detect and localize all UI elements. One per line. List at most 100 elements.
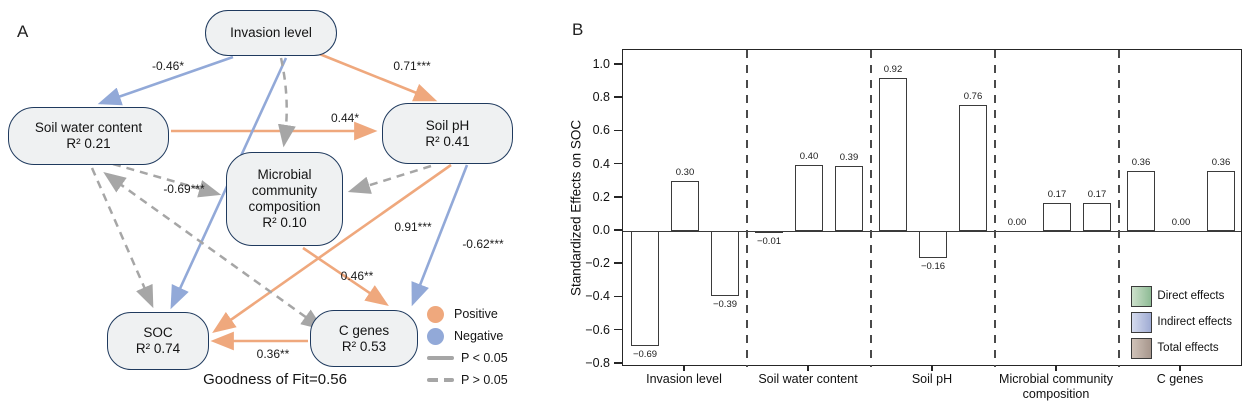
legend-indirect-effects: Indirect effects bbox=[1131, 309, 1232, 335]
legend-total-effects: Total effects bbox=[1131, 335, 1232, 361]
sem-legend-negative: Negative bbox=[427, 325, 557, 347]
indirect-effects-swatch-icon bbox=[1131, 311, 1153, 333]
sem-path-coefficient: 0.44* bbox=[330, 111, 360, 125]
y-tick-label: 0.8 bbox=[592, 90, 610, 105]
sem-legend-label: P < 0.05 bbox=[461, 351, 508, 365]
sem-path-coefficient: 0.71*** bbox=[393, 59, 431, 73]
y-tick-mark bbox=[614, 229, 622, 231]
sem-node-soc: SOC R² 0.74 bbox=[107, 312, 209, 370]
sem-path-coefficient: 0.91*** bbox=[394, 220, 432, 234]
total-effects-swatch-icon bbox=[1131, 337, 1153, 359]
goodness-of-fit: Goodness of Fit=0.56 bbox=[203, 371, 347, 388]
legend-direct-effects: Direct effects bbox=[1131, 283, 1232, 309]
bar-value-label: 0.17 bbox=[1087, 188, 1107, 200]
y-tick-mark bbox=[614, 262, 622, 264]
y-tick-mark bbox=[614, 196, 622, 198]
sem-node-r2: R² 0.41 bbox=[425, 133, 470, 149]
sem-node-invasion-level: Invasion level bbox=[205, 10, 337, 56]
sem-node-soil-ph: Soil pH R² 0.41 bbox=[382, 103, 513, 164]
panel-b-bar-chart: B Standardized Effects on SOC −0.69 −0.01… bbox=[560, 0, 1245, 414]
group-separator bbox=[994, 50, 996, 367]
y-tick-label: −0.2 bbox=[585, 256, 610, 271]
sem-node-r2: R² 0.74 bbox=[135, 341, 181, 356]
sem-arrows-svg bbox=[90, 51, 469, 351]
sem-node-r2: R² 0.21 bbox=[66, 136, 111, 151]
sem-node-label: Microbial community composition bbox=[248, 167, 321, 214]
sem-path-soil-water-content-c-genes-correlation bbox=[103, 172, 324, 330]
x-tick-mark bbox=[1179, 366, 1181, 371]
bar-value-label: −0.39 bbox=[712, 298, 738, 310]
y-tick-mark bbox=[614, 129, 622, 132]
panel-a-label: A bbox=[17, 22, 29, 41]
y-tick-mark bbox=[614, 295, 622, 298]
sem-node-label: SOC bbox=[143, 325, 173, 341]
sem-node-label: C genes bbox=[338, 322, 390, 338]
bar-indirect-effects bbox=[919, 231, 947, 258]
bar-direct-effects bbox=[1127, 171, 1155, 231]
sem-path-invasion-to-soil-ph bbox=[316, 51, 438, 102]
y-tick-mark bbox=[614, 162, 622, 165]
y-tick-label: 0.0 bbox=[592, 223, 610, 237]
legend-label: Indirect effects bbox=[1157, 316, 1232, 328]
y-tick-mark bbox=[614, 63, 622, 65]
legend-label: Total effects bbox=[1157, 342, 1219, 354]
x-category-label: Invasion level bbox=[646, 372, 722, 386]
bar-direct-effects bbox=[755, 231, 783, 233]
y-tick-mark bbox=[614, 328, 622, 331]
sem-legend-label: Negative bbox=[454, 329, 504, 343]
bar-value-label: 0.92 bbox=[883, 64, 903, 76]
bar-value-label: 0.17 bbox=[1047, 188, 1067, 200]
x-category-label: Soil water content bbox=[758, 372, 858, 386]
y-tick-label: 0.6 bbox=[592, 123, 610, 138]
sem-path-coefficient: 0.46** bbox=[340, 269, 374, 283]
x-category-label: Microbial community composition bbox=[999, 372, 1113, 401]
x-tick-mark bbox=[931, 366, 933, 371]
legend-label: Direct effects bbox=[1157, 290, 1225, 302]
dashed-line-icon bbox=[427, 377, 454, 383]
sem-node-c-genes: C genes R² 0.53 bbox=[310, 310, 418, 367]
bar-total-effects bbox=[1083, 202, 1111, 231]
sem-path-coefficient: 0.36** bbox=[256, 347, 290, 361]
sem-path-coefficient: -0.46* bbox=[151, 59, 185, 73]
y-tick-label: −0.8 bbox=[585, 355, 610, 370]
sem-legend-label: Positive bbox=[454, 307, 498, 321]
chart-legend: Direct effects Indirect effects Total ef… bbox=[1131, 283, 1232, 361]
sem-node-label: Invasion level bbox=[230, 25, 312, 41]
y-tick-mark bbox=[614, 96, 622, 98]
x-category-label: Soil pH bbox=[911, 372, 953, 386]
bar-direct-effects bbox=[879, 78, 907, 231]
bar-indirect-effects bbox=[1043, 202, 1071, 231]
bar-total-effects bbox=[711, 231, 739, 296]
panel-a-sem-diagram: A bbox=[0, 0, 560, 414]
y-tick-mark bbox=[614, 362, 622, 364]
positive-dot-icon bbox=[427, 305, 444, 323]
sem-path-coefficient: -0.62*** bbox=[462, 237, 504, 251]
sem-legend-positive: Positive bbox=[427, 303, 557, 325]
group-separator bbox=[746, 50, 748, 367]
sem-node-r2: R² 0.53 bbox=[341, 338, 387, 354]
bar-indirect-effects bbox=[795, 164, 823, 231]
bar-value-label: 0.00 bbox=[1171, 217, 1191, 228]
bar-total-effects bbox=[1207, 171, 1235, 231]
bar-value-label: 0.36 bbox=[1211, 157, 1231, 169]
bar-value-label: −0.01 bbox=[756, 235, 782, 247]
bar-value-label: 0.76 bbox=[963, 90, 983, 102]
bar-total-effects bbox=[835, 166, 863, 231]
sem-legend-label: P > 0.05 bbox=[461, 373, 508, 387]
sem-legend-significant: P < 0.05 bbox=[427, 347, 557, 369]
y-tick-label: 1.0 bbox=[592, 57, 610, 71]
bar-value-label: −0.69 bbox=[632, 348, 658, 360]
y-tick-label: −0.4 bbox=[585, 289, 610, 304]
sem-path-invasion-to-microbial bbox=[278, 57, 296, 148]
sem-legend-nonsignificant: P > 0.05 bbox=[427, 369, 557, 391]
sem-node-microbial-community-composition: Microbial community composition R² 0.10 bbox=[226, 152, 343, 246]
sem-node-r2: R² 0.10 bbox=[262, 214, 307, 230]
group-separator bbox=[870, 50, 872, 367]
sem-path-coefficient: -0.69*** bbox=[163, 182, 205, 196]
sem-node-label: Soil pH bbox=[425, 117, 470, 133]
sem-legend: Positive Negative P < 0.05 P > 0.05 bbox=[427, 303, 557, 391]
bar-indirect-effects bbox=[671, 181, 699, 231]
bar-value-label: −0.16 bbox=[920, 260, 946, 272]
x-tick-mark bbox=[807, 366, 809, 371]
